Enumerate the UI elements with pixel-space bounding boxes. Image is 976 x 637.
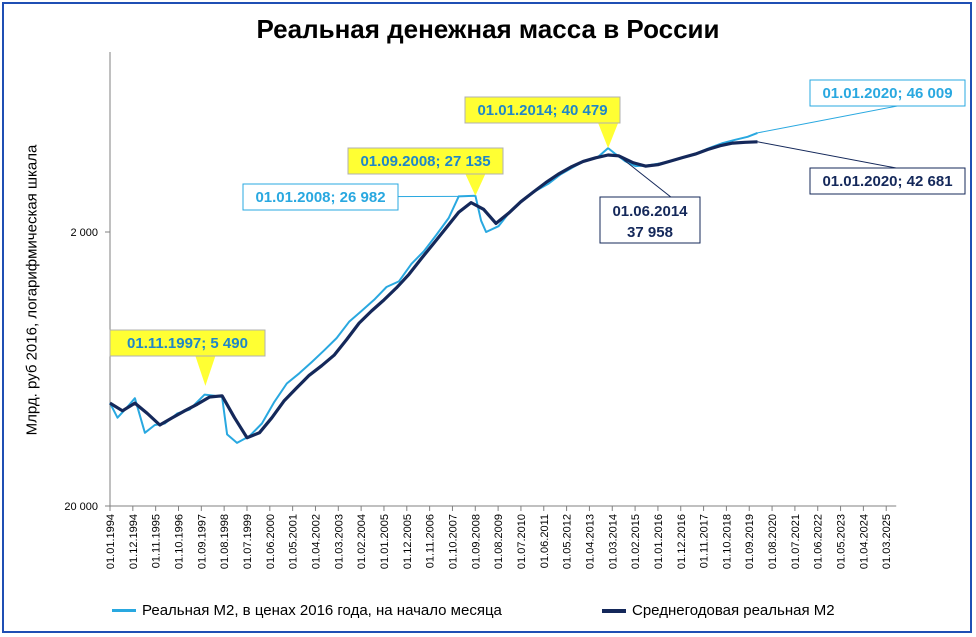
x-tick-label: 01.07.1999 <box>242 514 254 569</box>
callout-box <box>109 329 266 357</box>
callout-box <box>242 183 399 211</box>
callout-label: 01.09.2008; 27 135 <box>360 153 490 170</box>
x-tick-label: 01.05.2012 <box>562 514 574 569</box>
x-tick-label: 01.08.1998 <box>219 514 231 569</box>
callout-label: 01.11.1997; 5 490 <box>127 335 248 352</box>
callout-pointer <box>465 174 486 196</box>
x-tick-label: 01.12.1994 <box>128 514 140 569</box>
x-tick-label: 01.02.2004 <box>356 514 368 569</box>
x-tick-label: 01.04.2013 <box>584 514 596 569</box>
callout-label: 01.06.2014 <box>612 203 688 220</box>
legend-item-avg-m2: Среднегодовая реальная М2 <box>602 602 835 619</box>
x-tick-label: 01.12.2016 <box>676 514 688 569</box>
x-tick-label: 01.03.2025 <box>881 514 893 569</box>
callout-label: 01.01.2020; 46 009 <box>822 85 952 102</box>
x-tick-label: 01.10.2018 <box>721 514 733 569</box>
callout-label: 01.01.2020; 42 681 <box>822 173 952 190</box>
x-tick-label: 01.05.2001 <box>288 514 300 569</box>
chart-title: Реальная денежная масса в России <box>256 14 720 44</box>
x-tick-label: 01.05.2023 <box>836 514 848 569</box>
x-tick-label: 01.12.2005 <box>402 514 414 569</box>
x-tick-label: 01.08.2009 <box>493 514 505 569</box>
legend-label-real-m2: Реальная М2, в ценах 2016 года, на начал… <box>142 602 502 619</box>
x-tick-label: 01.08.2020 <box>767 514 779 569</box>
callout-label: 01.01.2014; 40 479 <box>477 102 607 119</box>
callout-box <box>464 96 621 124</box>
callout-value: 37 958 <box>627 224 673 241</box>
callout-box <box>599 196 701 244</box>
y-tick-label: 2 000 <box>70 227 98 239</box>
callout-label: 01.01.2008; 26 982 <box>255 189 385 206</box>
x-tick-label: 01.09.2008 <box>470 514 482 569</box>
callout-pointer <box>195 356 216 386</box>
x-tick-label: 01.01.2016 <box>653 514 665 569</box>
x-tick-label: 01.11.2017 <box>699 514 711 568</box>
legend-swatch-avg-m2 <box>602 608 626 613</box>
x-tick-label: 01.04.2002 <box>310 514 322 569</box>
legend: Реальная М2, в ценах 2016 года, на начал… <box>0 600 976 626</box>
x-tick-label: 01.01.2005 <box>379 514 391 569</box>
x-tick-label: 01.11.1995 <box>151 514 163 568</box>
x-tick-label: 01.09.2019 <box>744 514 756 569</box>
x-tick-label: 01.04.2024 <box>858 514 870 569</box>
x-tick-label: 01.06.2022 <box>813 514 825 569</box>
x-tick-label: 01.09.1997 <box>196 514 208 569</box>
x-tick-label: 01.01.1994 <box>105 514 117 569</box>
callout-box <box>347 147 504 175</box>
x-tick-label: 01.10.1996 <box>173 514 185 569</box>
legend-swatch-real-m2 <box>112 609 136 612</box>
legend-item-real-m2: Реальная М2, в ценах 2016 года, на начал… <box>112 602 502 619</box>
x-tick-label: 01.02.2015 <box>630 514 642 569</box>
y-tick-label: 20 000 <box>64 501 98 513</box>
series-line-real-m2 <box>109 131 758 444</box>
x-tick-label: 01.07.2010 <box>516 514 528 569</box>
x-tick-label: 01.06.2011 <box>539 514 551 568</box>
x-tick-label: 01.03.2003 <box>333 514 345 569</box>
callout-pointer <box>598 123 619 149</box>
x-tick-label: 01.06.2000 <box>265 514 277 569</box>
legend-label-avg-m2: Среднегодовая реальная М2 <box>632 602 835 619</box>
x-tick-label: 01.10.2007 <box>447 514 459 569</box>
x-tick-label: 01.11.2006 <box>425 514 437 568</box>
callout-box <box>809 79 966 107</box>
x-tick-label: 01.07.2021 <box>790 514 802 569</box>
callout-box <box>809 167 966 195</box>
x-tick-label: 01.03.2014 <box>607 514 619 569</box>
series-line-avg-m2 <box>109 140 758 440</box>
